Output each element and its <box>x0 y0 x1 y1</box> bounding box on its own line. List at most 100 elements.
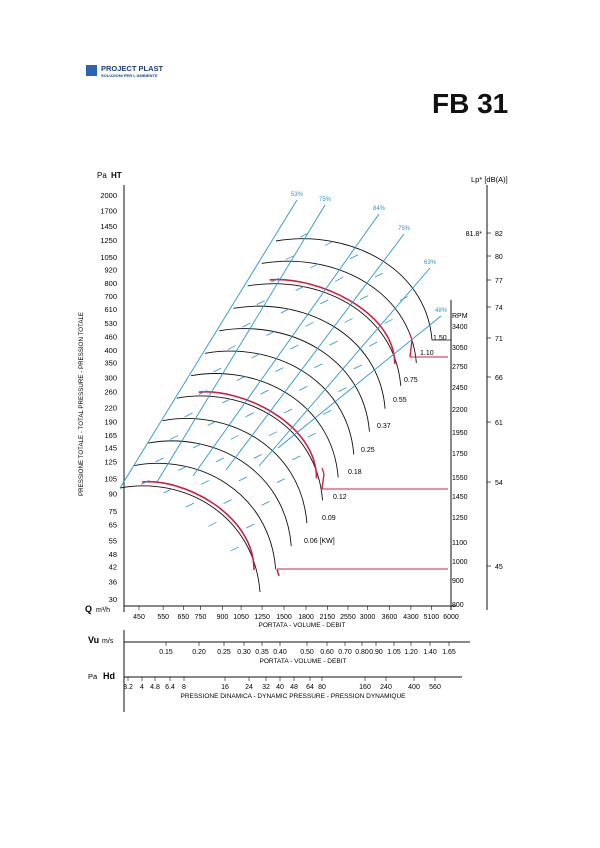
flow-axis-unit: m³/h <box>96 607 110 614</box>
efficiency-label: 84% <box>373 206 386 212</box>
efficiency-dash <box>280 308 290 314</box>
efficiency-dash <box>399 296 409 301</box>
velocity-tick-label: 0.90 <box>369 649 383 656</box>
pressure-tick-label: 1050 <box>100 253 117 262</box>
efficiency-dash <box>322 410 332 415</box>
efficiency-dash <box>283 408 293 414</box>
dynamic-pressure-tick-label: 4 <box>140 684 144 691</box>
efficiency-guide-line <box>156 204 326 483</box>
fan-curve-rpm-1450 <box>162 417 308 524</box>
flow-tick-label: 5100 <box>424 614 440 621</box>
efficiency-dash <box>299 232 309 238</box>
efficiency-label: 75% <box>398 226 411 232</box>
efficiency-label: 75% <box>319 197 332 203</box>
efficiency-dash <box>207 421 216 426</box>
efficiency-dash <box>320 299 329 305</box>
power-label: 1.10 <box>420 350 434 357</box>
efficiency-dash <box>238 476 247 482</box>
efficiency-guide-line <box>277 315 442 449</box>
efficiency-label: 48% <box>435 308 448 314</box>
rpm-tick-label: 1450 <box>452 494 468 501</box>
efficiency-dash <box>368 341 378 347</box>
dynamic-pressure-tick-label: 160 <box>359 684 371 691</box>
efficiency-dash <box>245 412 254 418</box>
rpm-tick-label: 2450 <box>452 385 468 392</box>
pressure-tick-label: 220 <box>104 403 117 412</box>
velocity-tick-label: 0.20 <box>192 649 206 656</box>
logo-mark-icon <box>86 65 97 76</box>
efficiency-dash <box>268 431 278 437</box>
efficiency-guide-line <box>225 233 405 471</box>
sound-tick-label: 61 <box>495 420 503 427</box>
pressure-tick-label: 1700 <box>100 207 117 216</box>
dynamic-pressure-tick-label: 3.2 <box>123 684 133 691</box>
efficiency-dash <box>184 412 193 418</box>
velocity-tick-label: 0.40 <box>273 649 287 656</box>
efficiency-guide-line <box>258 267 431 467</box>
efficiency-dash <box>222 398 231 404</box>
efficiency-dash <box>227 345 237 350</box>
sound-tick-label: 45 <box>495 564 503 571</box>
efficiency-dash <box>198 390 208 395</box>
power-label: 0.18 <box>348 469 362 476</box>
fan-curve-rpm-2200 <box>219 328 370 432</box>
efficiency-label: 63% <box>424 260 437 266</box>
velocity-tick-label: 0.70 <box>338 649 352 656</box>
power-label: 0.09 <box>322 515 336 522</box>
dynamic-pressure-tick-label: 240 <box>380 684 392 691</box>
sound-tick-label: 77 <box>495 278 503 285</box>
pressure-tick-label: 800 <box>104 279 117 288</box>
fan-curve-rpm-1950 <box>205 350 355 455</box>
fan-curve-rpm-1100 <box>134 462 277 570</box>
efficiency-dash <box>314 363 323 369</box>
sound-tick-label: 54 <box>495 480 503 487</box>
efficiency-dash <box>141 480 150 485</box>
efficiency-dash <box>251 353 260 359</box>
dynamic-pressure-tick-label: 24 <box>245 684 253 691</box>
velocity-tick-label: 0.80 <box>355 649 369 656</box>
rpm-tick-label: 2200 <box>452 407 468 414</box>
rpm-tick-label: 900 <box>452 578 464 585</box>
efficiency-dash <box>245 523 255 529</box>
dynamic-pressure-tick-label: 400 <box>408 684 420 691</box>
dynamic-pressure-tick-label: 64 <box>306 684 314 691</box>
efficiency-dash <box>359 295 368 301</box>
efficiency-dash <box>338 387 347 392</box>
efficiency-dash <box>292 455 301 461</box>
logo-tagline: SOLUZIONI PER L'AMBIENTE <box>101 73 158 78</box>
operating-point-drop <box>321 473 325 490</box>
pressure-tick-label: 260 <box>104 387 117 396</box>
pressure-tick-label: 125 <box>104 458 117 467</box>
rpm-tick-label: 1950 <box>452 430 468 437</box>
dynamic-pressure-symbol: Hd <box>103 671 115 681</box>
operating-point-drop <box>409 339 413 358</box>
rpm-tick-label: 3400 <box>452 324 468 331</box>
efficiency-dash <box>271 277 280 283</box>
flow-axis-title: PORTATA - VOLUME - DEBIT <box>259 622 346 629</box>
dynamic-pressure-tick-label: 80 <box>318 684 326 691</box>
rpm-tick-label: 1250 <box>452 515 468 522</box>
fan-curve-rpm-1550 <box>176 395 323 501</box>
efficiency-dash <box>384 318 393 324</box>
velocity-axis-title: PORTATA - VOLUME - DEBIT <box>260 658 347 665</box>
pressure-axis-title: PRESSIONE TOTALE - TOTAL PRESSURE - PRES… <box>78 312 85 496</box>
velocity-tick-label: 0.35 <box>255 649 269 656</box>
operating-point-drop <box>276 568 280 577</box>
operating-point-marker <box>409 333 413 341</box>
sound-annotation: 81.8* <box>466 231 483 238</box>
sound-tick-label: 66 <box>495 375 503 382</box>
pressure-tick-label: 920 <box>104 266 117 275</box>
dynamic-pressure-axis-title: PRESSIONE DINAMICA - DYNAMIC PRESSURE - … <box>180 693 406 700</box>
logo-name: PROJECT PLAST <box>101 64 164 73</box>
pressure-tick-label: 30 <box>109 595 117 604</box>
model-title: FB 31 <box>432 88 509 119</box>
pressure-tick-label: 90 <box>109 489 117 498</box>
pressure-tick-label: 1450 <box>100 222 117 231</box>
dynamic-pressure-unit-prefix: Pa <box>88 672 98 681</box>
rpm-tick-label: 1000 <box>452 559 468 566</box>
efficiency-dash <box>261 501 270 506</box>
highlighted-curve-rpm-1000 <box>141 480 255 571</box>
flow-tick-label: 6000 <box>443 614 459 621</box>
company-logo: PROJECT PLAST SOLUZIONI PER L'AMBIENTE <box>86 64 226 82</box>
flow-tick-label: 3600 <box>382 614 398 621</box>
